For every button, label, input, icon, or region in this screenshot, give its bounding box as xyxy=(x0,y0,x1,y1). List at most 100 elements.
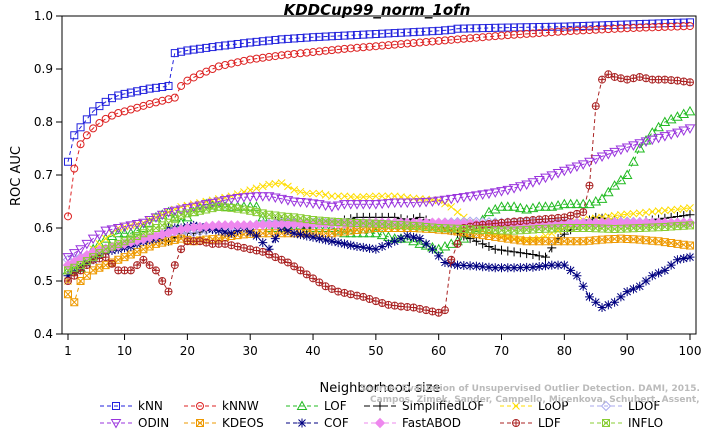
data-point xyxy=(340,44,349,53)
y-tick-label: 0.6 xyxy=(34,221,53,235)
data-point xyxy=(302,33,311,42)
legend-label: INFLO xyxy=(628,416,663,430)
data-point xyxy=(265,52,274,61)
data-point xyxy=(552,169,564,179)
data-point xyxy=(579,208,588,217)
series-line xyxy=(67,25,691,217)
data-point xyxy=(596,152,608,162)
data-point xyxy=(264,244,274,254)
data-point xyxy=(94,230,105,241)
data-point xyxy=(290,34,299,43)
data-point xyxy=(214,226,224,236)
data-point xyxy=(277,51,286,60)
data-point xyxy=(648,207,657,216)
data-point xyxy=(478,239,488,249)
data-point xyxy=(131,220,143,230)
data-point xyxy=(89,107,98,116)
data-point xyxy=(320,222,331,232)
data-point xyxy=(251,201,262,211)
data-point xyxy=(600,400,612,412)
data-point xyxy=(533,201,545,211)
data-point xyxy=(384,41,393,50)
x-tick-label: 30 xyxy=(243,344,258,358)
data-point xyxy=(496,201,507,211)
data-point xyxy=(390,236,400,246)
data-point xyxy=(616,292,626,302)
data-point xyxy=(258,182,267,191)
data-point xyxy=(502,185,514,196)
data-point xyxy=(585,181,594,190)
data-point xyxy=(283,34,292,43)
data-point xyxy=(138,222,149,232)
data-point xyxy=(170,49,179,58)
data-point xyxy=(516,30,525,39)
data-point xyxy=(357,200,369,210)
data-point xyxy=(527,178,539,188)
data-point xyxy=(572,271,582,281)
data-point xyxy=(566,27,575,36)
legend-label: LDOF xyxy=(628,399,660,413)
data-point xyxy=(453,35,462,44)
data-point xyxy=(566,22,575,31)
data-point xyxy=(75,245,86,255)
data-point xyxy=(390,192,399,201)
data-point xyxy=(196,419,204,427)
data-point xyxy=(340,31,349,40)
data-point xyxy=(384,29,393,38)
data-point xyxy=(309,48,318,57)
legend-label: SimplifiedLOF xyxy=(402,399,484,413)
data-point xyxy=(263,192,275,202)
source-watermark-line-1: Source: Evaluation of Unsupervised Outli… xyxy=(360,384,700,394)
legend-item-cof: COF xyxy=(286,416,349,430)
data-point xyxy=(170,93,179,102)
data-point xyxy=(466,34,475,43)
data-point xyxy=(528,262,538,272)
legend-label: LoOP xyxy=(538,399,569,413)
data-point xyxy=(584,292,594,302)
data-point xyxy=(654,207,663,215)
data-point xyxy=(68,249,80,259)
data-point xyxy=(673,22,682,31)
data-point xyxy=(144,216,156,226)
data-point xyxy=(112,224,124,234)
data-point xyxy=(554,22,563,31)
y-axis-label: ROC AUC xyxy=(9,146,24,206)
data-point xyxy=(434,36,443,45)
data-point xyxy=(151,83,160,92)
data-point xyxy=(440,257,450,267)
data-point xyxy=(459,34,468,43)
data-point xyxy=(528,23,537,32)
data-point xyxy=(667,18,676,27)
data-point xyxy=(214,62,223,71)
data-point xyxy=(221,60,230,69)
data-point xyxy=(622,287,632,297)
data-point xyxy=(245,227,255,237)
data-point xyxy=(82,131,91,140)
data-point xyxy=(233,58,242,67)
data-point xyxy=(195,44,204,53)
data-point xyxy=(686,204,694,212)
data-point xyxy=(189,45,198,54)
data-point xyxy=(213,197,225,208)
data-point xyxy=(572,22,581,31)
data-point xyxy=(314,234,324,244)
data-point xyxy=(672,255,682,265)
data-point xyxy=(359,193,368,201)
data-point xyxy=(553,260,563,270)
data-point xyxy=(604,21,613,30)
data-point xyxy=(194,201,206,211)
data-point xyxy=(512,402,520,410)
data-point xyxy=(326,222,338,232)
data-point xyxy=(364,227,375,238)
data-point xyxy=(646,135,658,146)
data-point xyxy=(365,192,374,201)
data-point xyxy=(164,81,173,90)
data-point xyxy=(672,128,683,139)
data-point xyxy=(321,32,330,41)
series-inflo xyxy=(64,202,694,275)
data-point xyxy=(252,246,261,255)
data-point xyxy=(202,238,211,247)
data-point xyxy=(598,75,607,84)
data-point xyxy=(352,242,362,252)
series-knnw xyxy=(64,22,694,221)
